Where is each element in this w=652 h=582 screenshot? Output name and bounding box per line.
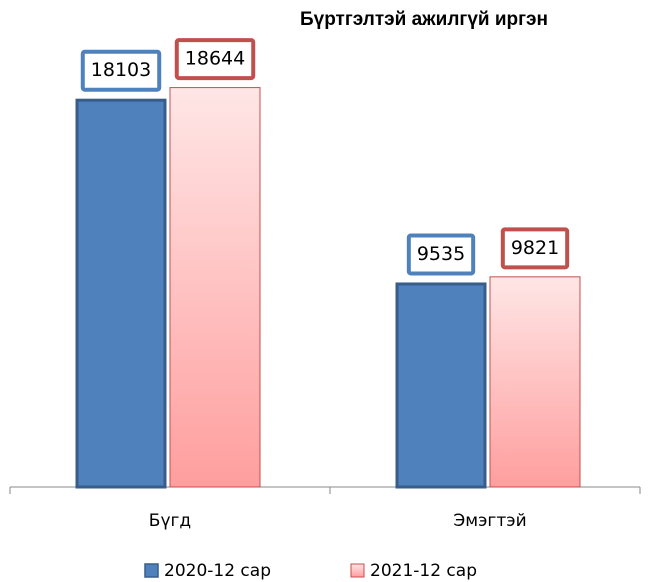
data-label-box <box>500 227 570 270</box>
bar <box>75 98 167 489</box>
legend-swatch <box>144 563 159 578</box>
chart-title: Бүртгэлтэй ажилгүй иргэн <box>300 9 548 30</box>
data-label-box <box>80 49 162 92</box>
data-label: 18103 <box>91 59 151 81</box>
legend-label: 2020-12 сар <box>164 561 271 581</box>
legend-swatch <box>350 563 365 578</box>
data-label-box <box>174 38 256 81</box>
x-tick-label: Бүгд <box>149 511 191 531</box>
x-tick-label: Эмэгтэй <box>453 511 526 531</box>
data-label: 9535 <box>417 243 465 265</box>
legend-label: 2021-12 сар <box>370 561 477 581</box>
data-label: 18644 <box>185 48 245 70</box>
data-label-box <box>406 233 476 276</box>
bar <box>395 282 487 489</box>
bar <box>489 276 581 488</box>
data-label: 9821 <box>511 237 559 259</box>
bar <box>169 87 261 488</box>
